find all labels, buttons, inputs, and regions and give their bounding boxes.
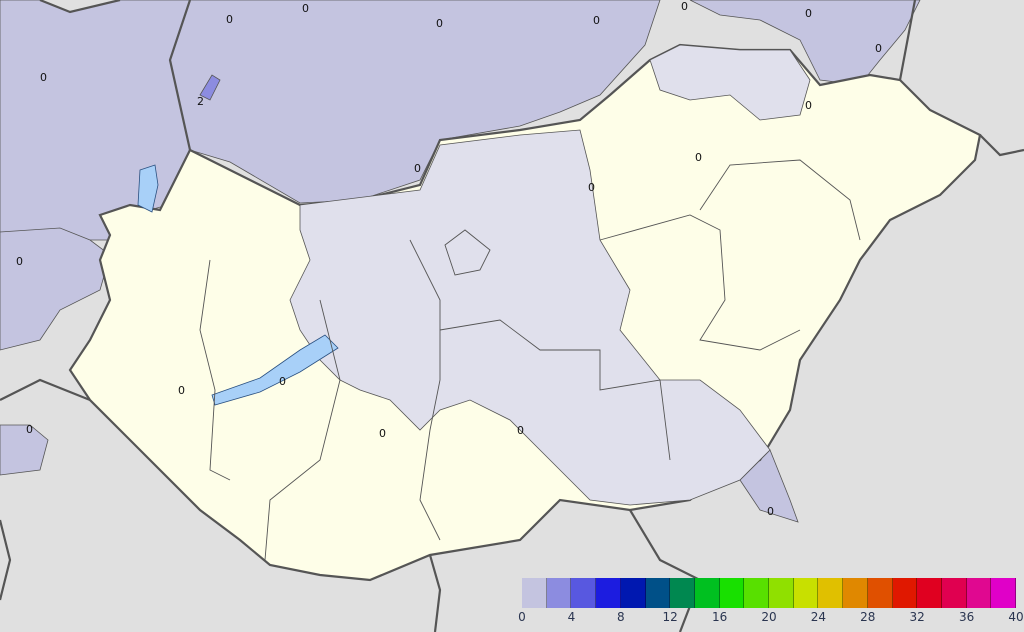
contour-label: 0 (226, 13, 233, 26)
contour-label: 0 (593, 14, 600, 27)
colorbar-tick-label: 28 (860, 610, 876, 624)
colorbar-tick-label: 40 (1008, 610, 1024, 624)
contour-label: 0 (26, 423, 33, 436)
colorbar-tick-label: 12 (662, 610, 678, 624)
contour-region-0-2-southwest (0, 424, 49, 476)
contour-label: 0 (302, 2, 309, 15)
county-borders (599, 214, 801, 351)
lake-balaton (211, 334, 339, 406)
contour-label: 0 (517, 424, 524, 437)
colorbar-bin (620, 578, 646, 608)
colorbar-bin (793, 578, 819, 608)
contour-label: 0 (379, 427, 386, 440)
contour-label: 0 (805, 7, 812, 20)
country-borders (0, 378, 91, 402)
colorbar-tick-label: 32 (909, 610, 925, 624)
colorbar-bin (546, 578, 572, 608)
country-borders (39, 0, 121, 14)
colorbar-tick-label: 16 (711, 610, 728, 624)
county-borders (409, 239, 441, 541)
country-borders (0, 519, 12, 601)
colorbar-bin (867, 578, 893, 608)
contour-region-zero-center (289, 129, 771, 506)
country-borders (979, 134, 1024, 157)
colorbar-bin (719, 578, 745, 608)
contour-label: 0 (414, 162, 421, 175)
contour-label: 0 (681, 0, 688, 13)
colorbar-bin (522, 578, 547, 608)
lake-neusiedl (137, 164, 159, 213)
contour-label: 0 (16, 255, 23, 268)
colorbar-bin (991, 578, 1017, 608)
county-borders (199, 259, 231, 481)
country-borders (168, 0, 192, 151)
colorbar-tick-label: 36 (958, 610, 975, 624)
county-borders (439, 319, 671, 461)
colorbar-bin (571, 578, 597, 608)
budapest-border (444, 229, 491, 276)
colorbar-bin (596, 578, 621, 608)
contour-label: 0 (767, 505, 774, 518)
country-borders (428, 554, 442, 632)
colorbar-bin (917, 578, 942, 608)
colorbar-bin (892, 578, 918, 608)
colorbar-bin (769, 578, 794, 608)
contour-label: 0 (178, 384, 185, 397)
colorbar-bin (694, 578, 720, 608)
contour-region-0-2-west (0, 227, 111, 351)
colorbar-tick-label: 4 (567, 610, 576, 624)
colorbar (522, 578, 1017, 608)
contour-label: 2 (197, 95, 204, 108)
colorbar-bin (645, 578, 671, 608)
colorbar-ticks: 0 4 8 12 16 20 24 28 32 36 40 (518, 610, 1023, 628)
colorbar-bin (670, 578, 695, 608)
contour-label: 0 (805, 99, 812, 112)
colorbar-tick-label: 8 (616, 610, 625, 624)
county-borders (264, 299, 341, 561)
country-borders (898, 0, 917, 81)
colorbar-bin (966, 578, 992, 608)
contour-label: 0 (279, 375, 286, 388)
colorbar-bin (941, 578, 967, 608)
contour-region-zero-northeast (649, 44, 811, 121)
colorbar-bin (744, 578, 770, 608)
contour-label: 0 (875, 42, 882, 55)
colorbar-bin (843, 578, 868, 608)
colorbar-tick-label: 0 (518, 610, 526, 624)
contour-region-2-4 (199, 74, 221, 101)
county-borders (699, 159, 861, 241)
colorbar-bin (818, 578, 844, 608)
colorbar-tick-label: 24 (810, 610, 827, 624)
contour-label: 0 (695, 151, 702, 164)
contour-label: 0 (588, 181, 595, 194)
contour-label: 0 (40, 71, 47, 84)
contour-label: 0 (436, 17, 443, 30)
colorbar-tick-label: 20 (761, 610, 777, 624)
